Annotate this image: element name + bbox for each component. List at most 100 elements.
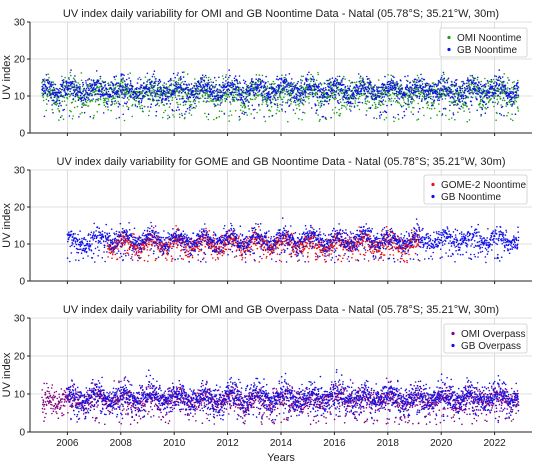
data-point bbox=[117, 258, 119, 260]
data-point bbox=[162, 101, 164, 103]
data-point bbox=[165, 83, 167, 85]
data-point bbox=[165, 95, 167, 97]
data-point bbox=[445, 95, 447, 97]
data-point bbox=[206, 90, 208, 92]
data-point bbox=[453, 112, 455, 114]
data-point bbox=[277, 97, 279, 99]
data-point bbox=[322, 101, 324, 103]
data-point bbox=[45, 91, 47, 93]
data-point bbox=[228, 81, 230, 83]
data-point bbox=[376, 94, 378, 96]
data-point bbox=[125, 93, 127, 95]
data-point bbox=[401, 106, 403, 108]
data-point bbox=[46, 99, 48, 101]
data-point bbox=[515, 88, 517, 90]
data-point bbox=[441, 75, 443, 77]
data-point bbox=[189, 112, 191, 114]
data-point bbox=[388, 90, 390, 92]
data-point bbox=[293, 82, 295, 84]
data-point bbox=[358, 98, 360, 100]
data-point bbox=[295, 97, 297, 99]
data-point bbox=[486, 94, 488, 96]
data-point bbox=[277, 103, 279, 105]
data-point bbox=[182, 98, 184, 100]
data-point bbox=[64, 97, 66, 99]
data-point bbox=[466, 106, 468, 108]
data-point bbox=[185, 104, 187, 106]
data-point bbox=[363, 81, 365, 83]
data-point bbox=[72, 95, 74, 97]
data-point bbox=[221, 99, 223, 101]
data-point bbox=[168, 86, 170, 88]
data-point bbox=[495, 119, 497, 121]
data-point bbox=[373, 117, 375, 119]
data-point bbox=[121, 81, 123, 83]
data-point bbox=[65, 86, 67, 88]
data-point bbox=[371, 92, 373, 94]
data-point bbox=[494, 97, 496, 99]
data-point bbox=[494, 102, 496, 104]
data-point bbox=[518, 96, 520, 98]
data-point bbox=[201, 77, 203, 79]
data-point bbox=[251, 84, 253, 86]
data-point bbox=[485, 112, 487, 114]
data-point bbox=[365, 86, 367, 88]
data-point bbox=[217, 94, 219, 96]
data-point bbox=[420, 94, 422, 96]
data-point bbox=[383, 99, 385, 101]
data-point bbox=[159, 97, 161, 99]
data-point bbox=[443, 90, 445, 92]
data-point bbox=[381, 101, 383, 103]
data-point bbox=[476, 99, 478, 101]
data-point bbox=[296, 98, 298, 100]
data-point bbox=[428, 94, 430, 96]
data-point bbox=[334, 96, 336, 98]
data-point bbox=[292, 83, 294, 85]
data-point bbox=[173, 73, 175, 75]
data-point bbox=[433, 92, 435, 94]
data-point bbox=[453, 93, 455, 95]
data-point bbox=[48, 89, 50, 91]
data-point bbox=[229, 90, 231, 92]
data-point bbox=[483, 105, 485, 107]
data-point bbox=[406, 92, 408, 94]
data-point bbox=[447, 90, 449, 92]
data-point bbox=[315, 112, 317, 114]
data-point bbox=[499, 113, 501, 115]
data-point bbox=[374, 102, 376, 104]
data-point bbox=[459, 101, 461, 103]
data-point bbox=[75, 100, 77, 102]
data-point bbox=[87, 92, 89, 94]
data-point bbox=[140, 108, 142, 110]
data-point bbox=[398, 88, 400, 90]
data-point bbox=[373, 86, 375, 88]
data-point bbox=[199, 93, 201, 95]
data-point bbox=[144, 245, 146, 247]
data-point bbox=[380, 104, 382, 106]
data-point bbox=[488, 101, 490, 103]
data-point bbox=[125, 253, 127, 255]
data-point bbox=[438, 81, 440, 83]
data-point bbox=[148, 242, 150, 244]
data-point bbox=[411, 87, 413, 89]
data-point bbox=[197, 248, 199, 250]
data-point bbox=[303, 88, 305, 90]
data-point bbox=[269, 93, 271, 95]
data-point bbox=[504, 90, 506, 92]
data-point bbox=[191, 83, 193, 85]
data-point bbox=[378, 103, 380, 105]
data-point bbox=[443, 108, 445, 110]
data-point bbox=[367, 96, 369, 98]
data-point bbox=[266, 103, 268, 105]
data-point bbox=[321, 103, 323, 105]
data-point bbox=[397, 102, 399, 104]
data-point bbox=[195, 93, 197, 95]
data-point bbox=[462, 94, 464, 96]
data-point bbox=[469, 93, 471, 95]
data-point bbox=[458, 94, 460, 96]
data-point bbox=[233, 94, 235, 96]
data-point bbox=[291, 85, 293, 87]
data-point bbox=[141, 100, 143, 102]
